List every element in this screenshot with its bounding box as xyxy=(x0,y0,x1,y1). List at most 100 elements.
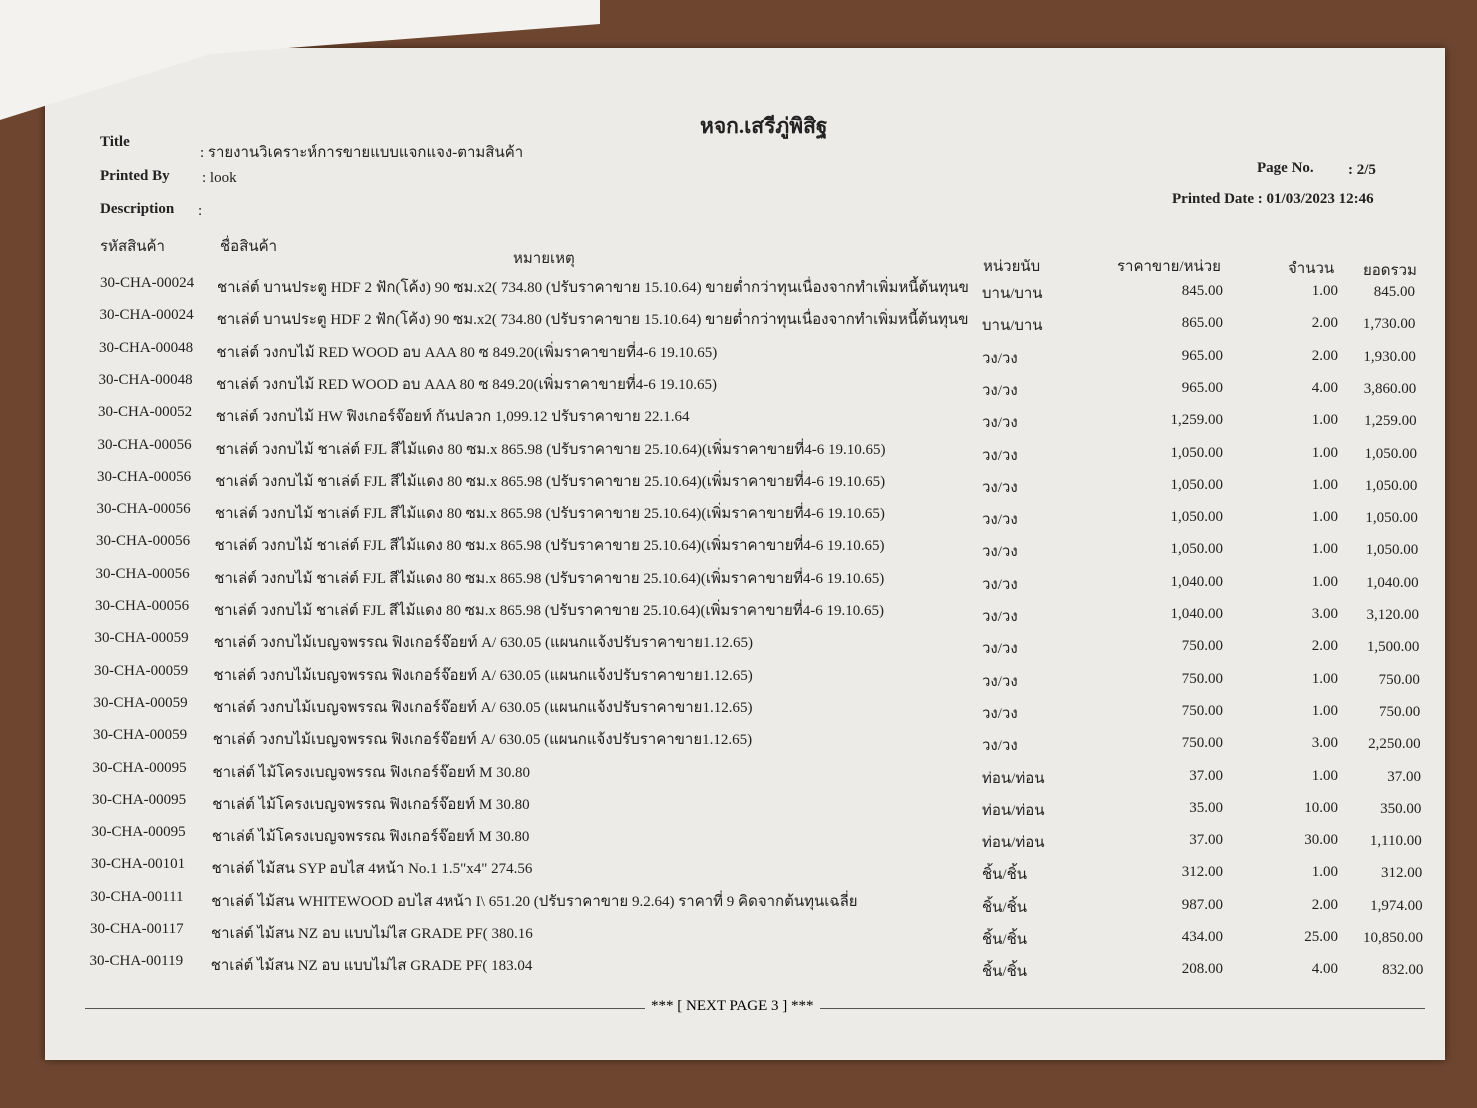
quantity: 2.00 xyxy=(1311,638,1338,655)
item-code: 30-CHA-00048 xyxy=(98,371,193,388)
item-code: 30-CHA-00056 xyxy=(96,501,191,518)
item-name: ชาเล่ต์ บานประตู HDF 2 ฟัก(โค้ง) 90 ซม.x… xyxy=(217,280,969,296)
item-name: ชาเล่ต์ ไม้สน SYP อบไส 4หน้า No.1 1.5"x4… xyxy=(211,861,533,878)
quantity: 30.00 xyxy=(1304,832,1338,849)
item-code: 30-CHA-00059 xyxy=(93,727,188,744)
quantity: 2.00 xyxy=(1311,347,1338,364)
quantity: 1.00 xyxy=(1311,444,1338,461)
unit: บาน/บาน xyxy=(982,286,1043,302)
next-page: *** [ NEXT PAGE 3 ] *** xyxy=(645,998,820,1015)
unit-price: 1,050.00 xyxy=(1170,541,1224,558)
item-code: 30-CHA-00059 xyxy=(93,694,188,711)
unit-price: 434.00 xyxy=(1181,929,1223,945)
total: 750.00 xyxy=(1378,671,1420,688)
title-label: Title xyxy=(100,134,130,150)
item-name: ชาเล่ต์ ไม้โครงเบญจพรรณ ฟิงเกอร์จ๊อยท์ M… xyxy=(212,796,530,813)
total: 2,250.00 xyxy=(1368,736,1421,753)
unit: วง/วง xyxy=(982,544,1018,561)
company: หจก.เสรีภู่พิสิฐ xyxy=(700,114,828,138)
unit: วง/วง xyxy=(982,512,1018,529)
unit-price: 312.00 xyxy=(1181,864,1223,881)
quantity: 2.00 xyxy=(1311,315,1338,332)
unit: วง/วง xyxy=(982,479,1018,496)
item-name: ชาเล่ต์ วงกบไม้ ชาเล่ต์ FJL สีไม้แดง 80 … xyxy=(214,603,884,619)
item-name: ชาเล่ต์ ไม้โครงเบญจพรรณ ฟิงเกอร์จ๊อยท์ M… xyxy=(211,829,530,846)
unit: วง/วง xyxy=(982,576,1018,593)
unit-price: 750.00 xyxy=(1181,670,1223,687)
unit-price: 965.00 xyxy=(1181,379,1223,396)
unit: ชิ้น/ชิ้น xyxy=(982,867,1028,884)
printed-date: Printed Date : 01/03/2023 12:46 xyxy=(1172,191,1374,207)
item-code: 30-CHA-00048 xyxy=(99,339,194,356)
item-name: ชาเล่ต์ วงกบไม้ ชาเล่ต์ FJL สีไม้แดง 80 … xyxy=(214,506,885,523)
quantity: 4.00 xyxy=(1311,379,1338,396)
quantity: 1.00 xyxy=(1311,412,1338,429)
item-name: ชาเล่ต์ วงกบไม้เบญจพรรณ ฟิงเกอร์จ๊อยท์ A… xyxy=(213,699,753,716)
quantity: 3.00 xyxy=(1311,735,1338,752)
item-code: 30-CHA-00024 xyxy=(99,307,194,324)
unit: ท่อน/ท่อน xyxy=(982,770,1045,787)
quantity: 1.00 xyxy=(1311,476,1338,493)
item-code: 30-CHA-00117 xyxy=(90,921,184,937)
quantity: 1.00 xyxy=(1311,509,1338,526)
total: 1,050.00 xyxy=(1365,542,1419,559)
total: 1,974.00 xyxy=(1370,897,1423,914)
item-code: 30-CHA-00095 xyxy=(92,791,187,808)
total: 1,050.00 xyxy=(1364,477,1418,494)
total: 845.00 xyxy=(1373,284,1415,300)
quantity: 3.00 xyxy=(1311,606,1338,622)
item-name: ชาเล่ต์ ไม้สน NZ อบ แบบไม่ไส GRADE PF( 3… xyxy=(211,926,533,942)
total: 10,850.00 xyxy=(1363,930,1423,946)
unit-price: 865.00 xyxy=(1181,315,1223,332)
unit: วง/วง xyxy=(982,415,1018,432)
total: 1,040.00 xyxy=(1366,574,1419,591)
item-code: 30-CHA-00056 xyxy=(95,598,190,614)
item-name: ชาเล่ต์ วงกบไม้ RED WOOD อบ AAA 80 ซ 849… xyxy=(216,344,718,361)
item-name: ชาเล่ต์ วงกบไม้เบญจพรรณ ฟิงเกอร์จ๊อยท์ A… xyxy=(213,667,753,684)
unit: บาน/บาน xyxy=(982,318,1043,335)
unit: วง/วง xyxy=(982,609,1018,625)
column-header: ยอดรวม xyxy=(1363,263,1417,279)
item-name: ชาเล่ต์ วงกบไม้ ชาเล่ต์ FJL สีไม้แดง 80 … xyxy=(215,473,886,490)
column-header: ราคาขาย/หน่วย xyxy=(1117,259,1221,275)
unit-price: 208.00 xyxy=(1181,961,1223,978)
printed-by-label: Printed By xyxy=(100,168,170,184)
total: 1,050.00 xyxy=(1364,445,1418,462)
item-name: ชาเล่ต์ วงกบไม้ HW ฟิงเกอร์จ๊อยท์ กันปลว… xyxy=(215,409,690,426)
quantity: 1.00 xyxy=(1311,670,1338,687)
unit-price: 965.00 xyxy=(1181,347,1223,364)
page-value: : 2/5 xyxy=(1348,162,1376,178)
unit: วง/วง xyxy=(982,673,1018,690)
report-paper: หจก.เสรีภู่พิสิฐ Title : รายงานวิเคราะห์… xyxy=(45,48,1445,1060)
unit-price: 1,050.00 xyxy=(1170,509,1224,526)
unit: วง/วง xyxy=(982,382,1018,399)
quantity: 1.00 xyxy=(1311,702,1338,719)
quantity: 1.00 xyxy=(1311,283,1338,299)
quantity: 4.00 xyxy=(1311,961,1338,978)
unit: ท่อน/ท่อน xyxy=(982,835,1045,852)
item-code: 30-CHA-00059 xyxy=(94,630,189,647)
column-header: หน่วยนับ xyxy=(983,259,1041,275)
description-label: Description xyxy=(100,201,175,217)
item-code: 30-CHA-00119 xyxy=(89,953,184,970)
unit: วง/วง xyxy=(982,641,1018,658)
unit-price: 987.00 xyxy=(1181,896,1223,913)
item-name: ชาเล่ต์ บานประตู HDF 2 ฟัก(โค้ง) 90 ซม.x… xyxy=(216,312,969,329)
total: 3,120.00 xyxy=(1366,607,1420,623)
unit-price: 37.00 xyxy=(1189,832,1223,849)
quantity: 2.00 xyxy=(1311,896,1338,913)
column-header: จำนวน xyxy=(1288,261,1335,277)
total: 312.00 xyxy=(1380,865,1423,882)
item-name: ชาเล่ต์ วงกบไม้ RED WOOD อบ AAA 80 ซ 849… xyxy=(216,376,717,393)
quantity: 1.00 xyxy=(1311,864,1338,881)
item-name: ชาเล่ต์ วงกบไม้ ชาเล่ต์ FJL สีไม้แดง 80 … xyxy=(214,538,885,555)
unit-price: 37.00 xyxy=(1189,767,1223,784)
item-code: 30-CHA-00056 xyxy=(97,468,192,485)
total: 3,860.00 xyxy=(1363,380,1417,397)
quantity: 25.00 xyxy=(1304,929,1338,945)
item-name: ชาเล่ต์ วงกบไม้เบญจพรรณ ฟิงเกอร์จ๊อยท์ A… xyxy=(212,732,753,749)
column-header: ชื่อสินค้า xyxy=(220,239,278,255)
item-name: ชาเล่ต์ ไม้สน NZ อบ แบบไม่ไส GRADE PF( 1… xyxy=(210,958,533,975)
unit: ชิ้น/ชิ้น xyxy=(982,899,1028,916)
